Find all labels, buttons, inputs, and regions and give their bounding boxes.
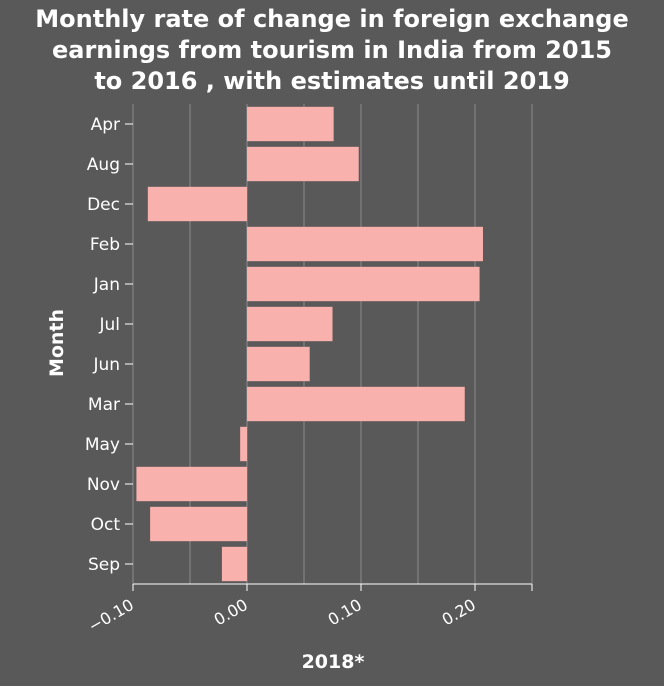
y-axis: Apr Aug Dec Feb Jan Jul Jun Mar May Nov Oct Sep <box>85 115 133 575</box>
bar-feb <box>247 226 483 262</box>
bar-jan <box>247 266 480 302</box>
y-tick-label: Jun <box>92 355 120 375</box>
y-tick-label: Feb <box>90 235 120 255</box>
chart-title-line-2: earnings from tourism in India from 2015 <box>52 36 612 64</box>
bar-jun <box>247 346 310 382</box>
y-tick-label: Dec <box>87 195 120 215</box>
y-tick-label: Aug <box>87 155 120 175</box>
x-axis-label: 2018* <box>301 651 365 673</box>
y-tick-label: Apr <box>91 115 120 135</box>
chart-title-line-1: Monthly rate of change in foreign exchan… <box>35 5 629 33</box>
y-tick-label: Jan <box>93 275 120 295</box>
y-tick-label: May <box>85 435 120 455</box>
x-tick-label: 0.10 <box>325 595 365 629</box>
bar-dec <box>147 186 247 222</box>
x-tick-label: 0.20 <box>439 595 479 629</box>
x-tick-label: −0.10 <box>85 595 137 636</box>
bar-may <box>240 426 247 462</box>
y-tick-label: Mar <box>88 395 120 415</box>
x-axis: −0.10 0.00 0.10 0.20 <box>85 583 533 636</box>
bar-mar <box>247 386 465 422</box>
y-tick-label: Sep <box>88 555 120 575</box>
bar-nov <box>136 466 247 502</box>
y-tick-label: Oct <box>91 515 121 535</box>
bar-aug <box>247 146 359 182</box>
bar-apr <box>247 106 334 142</box>
bars <box>136 106 483 582</box>
bar-jul <box>247 306 333 342</box>
y-axis-label: Month <box>46 308 68 378</box>
bar-sep <box>221 546 247 582</box>
x-tick-label: 0.00 <box>211 595 251 629</box>
grid-lines <box>132 104 533 584</box>
bar-oct <box>150 506 247 542</box>
chart-title-line-3: to 2016 , with estimates until 2019 <box>94 67 570 95</box>
y-tick-label: Jul <box>98 315 120 335</box>
chart-title: Monthly rate of change in foreign exchan… <box>0 4 664 97</box>
y-tick-label: Nov <box>87 475 120 495</box>
